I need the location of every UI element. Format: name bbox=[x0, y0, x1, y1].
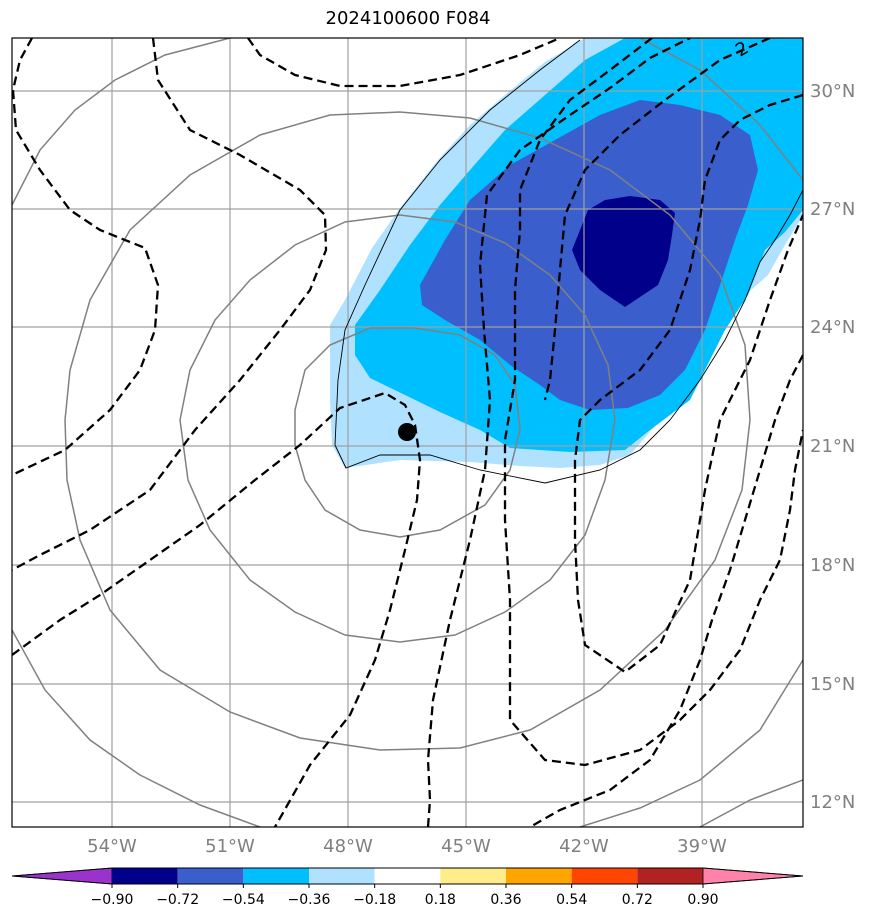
isobar-ring-2 bbox=[179, 214, 616, 643]
lon-label: 45°W bbox=[441, 836, 491, 857]
isobar-ring-5b bbox=[699, 779, 803, 827]
colorbar-tick-label: 0.90 bbox=[687, 892, 718, 908]
plot-area: 2 bbox=[12, 38, 803, 827]
lon-label: 54°W bbox=[87, 836, 137, 857]
dashed-contour-9 bbox=[529, 354, 803, 827]
colorbar-tick-label: 0.36 bbox=[490, 892, 521, 908]
lon-label: 39°W bbox=[677, 836, 727, 857]
longitude-labels: 54°W 51°W 48°W 45°W 42°W 39°W bbox=[87, 836, 727, 857]
colorbar-tick-label: 0.54 bbox=[556, 892, 587, 908]
colorbar: −0.90 −0.72 −0.54 −0.36 −0.18 0.18 0.36 0.54 0.7… bbox=[11, 867, 804, 908]
colorbar-segment bbox=[637, 868, 703, 884]
colorbar-segment bbox=[112, 868, 178, 884]
isobar-ring-4 bbox=[12, 38, 231, 206]
lon-label: 48°W bbox=[323, 836, 373, 857]
lat-label: 21°N bbox=[810, 436, 855, 457]
dashed-contour-7 bbox=[543, 38, 771, 401]
colorbar-tick-label: −0.54 bbox=[222, 892, 265, 908]
dashed-contours bbox=[12, 38, 803, 827]
thin-contour bbox=[334, 39, 803, 484]
colorbar-segment bbox=[506, 868, 572, 884]
storm-center-dot bbox=[398, 423, 416, 441]
colorbar-tick-label: −0.18 bbox=[353, 892, 396, 908]
colorbar-extend-high bbox=[702, 867, 804, 885]
dashed-contour-3 bbox=[247, 38, 561, 88]
colorbar-tick-label: 0.72 bbox=[622, 892, 653, 908]
colorbar-segment bbox=[440, 868, 506, 884]
dashed-contour-8 bbox=[573, 93, 803, 674]
plot-frame bbox=[11, 37, 804, 828]
lat-label: 27°N bbox=[810, 199, 855, 220]
isobar-ring-5 bbox=[639, 38, 803, 181]
dashed-contour-2 bbox=[12, 38, 328, 572]
colorbar-segment bbox=[374, 868, 441, 884]
colorbar-segment bbox=[177, 868, 244, 884]
colorbar-tick-label: 0.18 bbox=[425, 892, 456, 908]
isobar-ring-4c bbox=[579, 659, 803, 827]
lon-label: 51°W bbox=[205, 836, 255, 857]
lat-label: 18°N bbox=[810, 555, 855, 576]
lat-label: 30°N bbox=[810, 81, 855, 102]
dashed-contour-1 bbox=[12, 38, 160, 477]
dashed-contour-4 bbox=[12, 391, 422, 827]
colorbar-segment bbox=[571, 868, 638, 884]
colorbar-segment bbox=[243, 868, 309, 884]
colorbar-tick-label: −0.36 bbox=[288, 892, 331, 908]
dashed-contour-5 bbox=[426, 38, 691, 827]
graticule bbox=[12, 38, 803, 827]
colorbar-segment bbox=[309, 868, 375, 884]
isobars bbox=[12, 38, 803, 827]
colorbar-extend-low bbox=[11, 867, 113, 885]
isobar-ring-4b bbox=[12, 629, 261, 827]
isobar-ring-1 bbox=[294, 327, 521, 538]
map-title: 2024100600 F084 bbox=[325, 8, 491, 29]
lat-label: 15°N bbox=[810, 674, 855, 695]
lon-label: 42°W bbox=[559, 836, 609, 857]
lat-label: 12°N bbox=[810, 792, 855, 813]
latitude-labels: 30°N 27°N 24°N 21°N 18°N 15°N 12°N bbox=[810, 81, 855, 813]
colorbar-tick-label: −0.72 bbox=[156, 892, 199, 908]
shade-navy bbox=[572, 196, 675, 307]
lat-label: 24°N bbox=[810, 317, 855, 338]
dashed-contour-6 bbox=[503, 38, 803, 767]
isobar-ring-3 bbox=[64, 111, 751, 751]
colorbar-tick-label: −0.90 bbox=[91, 892, 134, 908]
